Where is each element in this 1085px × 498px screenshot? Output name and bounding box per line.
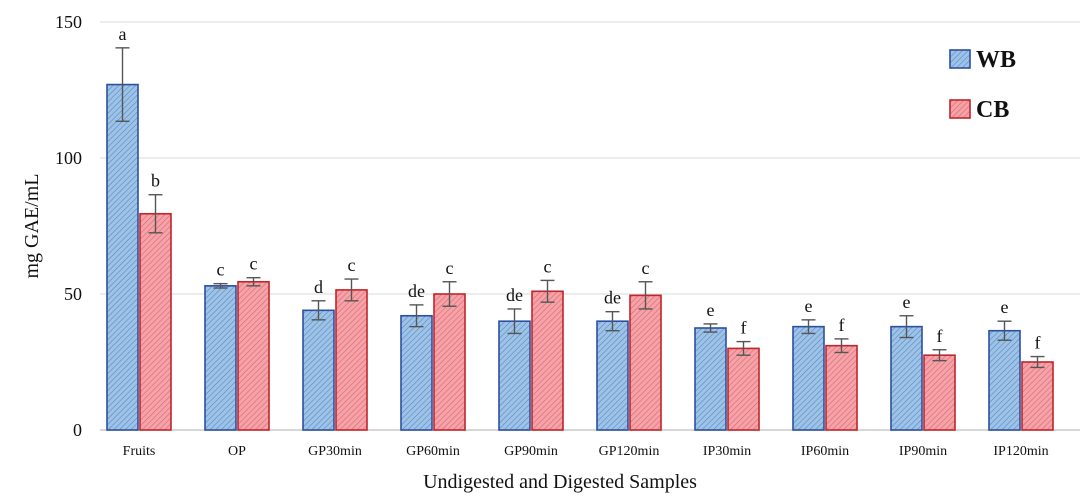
legend: WB CB [949,47,1016,123]
legend-swatch-cb [949,99,971,119]
bar-wb-gp90min [498,320,531,431]
bar-cb-gp120min [629,294,662,431]
x-axis-title: Undigested and Digested Samples [423,471,697,493]
bar-cb-op [237,280,270,431]
significance-label: de [408,281,425,301]
significance-label: e [805,296,813,316]
bar-cb-ip120min [1021,361,1054,431]
significance-label: f [839,315,845,335]
significance-label: e [707,300,715,320]
x-tick-label: IP120min [993,444,1048,459]
x-tick-label: IP30min [703,444,751,459]
legend-label-cb: CB [976,97,1009,123]
significance-label: f [1035,333,1041,353]
bar-wb-gp120min [596,320,629,431]
bar-wb-gp60min [400,314,433,431]
x-tick-label: GP120min [599,444,660,459]
significance-label: c [544,256,552,276]
bar-wb-ip60min [792,325,825,431]
y-tick-label: 150 [55,12,82,32]
y-tick-label: 100 [55,148,82,168]
legend-label-wb: WB [976,47,1016,73]
bar-cb-ip90min [923,354,956,431]
x-tick-label: GP90min [504,444,558,459]
significance-label: a [119,24,127,44]
bar-cb-gp90min [531,290,564,431]
x-tick-label: IP60min [801,444,849,459]
y-tick-label: 0 [73,420,82,440]
significance-label: c [348,255,356,275]
significance-label: de [506,285,523,305]
x-tick-label: GP30min [308,444,362,459]
bar-cb-ip30min [727,347,760,431]
gridlines [100,21,1080,295]
bar-wb-ip120min [988,329,1021,431]
significance-label: b [151,171,160,191]
legend-swatch-wb [949,49,971,69]
y-axis-title: mg GAE/mL [21,174,43,279]
significance-label: c [217,260,225,280]
y-tick-label: 50 [64,284,82,304]
significance-label: c [250,254,258,274]
bar-cb-gp30min [335,289,368,431]
x-tick-label: OP [228,444,246,459]
significance-label: d [314,277,323,297]
bar-wb-ip90min [890,325,923,431]
bars [106,47,1054,431]
bar-wb-ip30min [694,327,727,431]
bar-cb-ip60min [825,344,858,431]
significance-label: f [937,326,943,346]
significance-label: c [642,258,650,278]
x-tick-label: Fruits [123,444,156,459]
bar-wb-fruits [106,83,139,431]
significance-label: e [903,292,911,312]
bar-cb-gp60min [433,293,466,431]
labels: a b Fruits c c OP d c GP30min de c GP60min de c GP90mi… [21,24,1049,493]
significance-label: c [446,258,454,278]
significance-label: f [741,318,747,338]
x-tick-label: IP90min [899,444,947,459]
bar-wb-op [204,285,237,431]
significance-label: e [1001,297,1009,317]
x-tick-label: GP60min [406,444,460,459]
bar-wb-gp30min [302,309,335,431]
bar-cb-fruits [139,212,172,431]
significance-label: de [604,288,621,308]
